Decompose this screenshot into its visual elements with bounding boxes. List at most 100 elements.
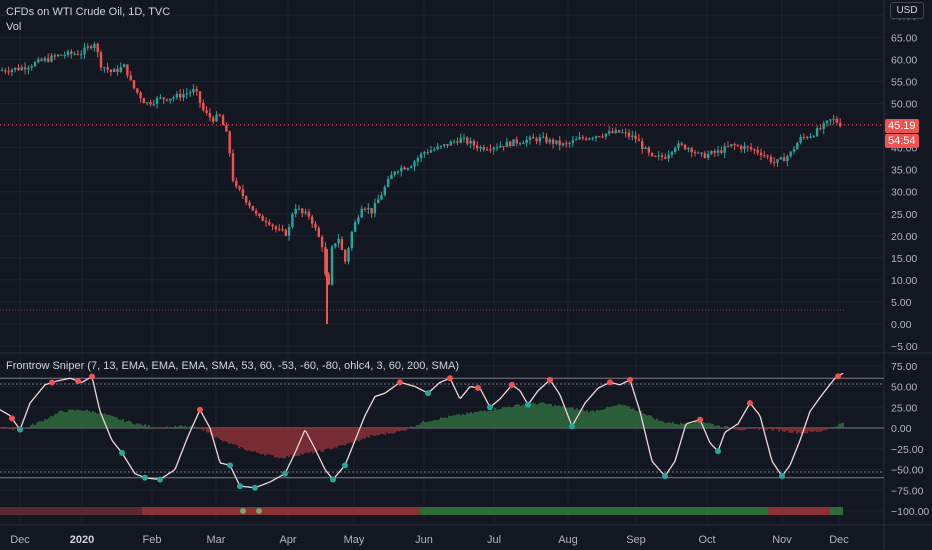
osc-trough-marker — [119, 449, 125, 456]
osc-histogram-bar — [840, 423, 842, 428]
osc-histogram-bar — [512, 406, 514, 428]
candle-body — [512, 139, 515, 147]
osc-histogram-bar — [548, 403, 550, 428]
osc-histogram-bar — [590, 410, 592, 428]
osc-histogram-bar — [78, 410, 80, 428]
candle-body — [307, 211, 311, 217]
candle-body — [558, 140, 561, 146]
osc-histogram-bar — [184, 425, 186, 428]
osc-histogram-bar — [142, 425, 144, 428]
osc-histogram-bar — [220, 428, 222, 440]
candle-body — [561, 143, 565, 146]
osc-histogram-bar — [320, 428, 322, 452]
candle-body — [7, 71, 10, 73]
osc-histogram-bar — [174, 425, 176, 428]
osc-histogram-bar — [698, 421, 700, 428]
osc-histogram-bar — [178, 425, 180, 428]
candle-body — [400, 167, 403, 172]
osc-histogram-bar — [260, 428, 262, 455]
osc-histogram-bar — [550, 404, 552, 428]
candle-body — [495, 147, 499, 149]
osc-histogram-bar — [784, 428, 786, 432]
candle-body — [83, 47, 86, 55]
osc-histogram-bar — [334, 428, 336, 448]
osc-histogram-bar — [16, 428, 18, 430]
osc-trough-marker — [237, 483, 243, 490]
osc-histogram-bar — [66, 411, 68, 428]
candle-body — [598, 136, 601, 138]
osc-tick-label: 25.00 — [891, 402, 917, 414]
osc-histogram-bar — [130, 421, 132, 428]
osc-histogram-bar — [644, 413, 646, 428]
candle-body — [159, 97, 162, 99]
osc-histogram-bar — [258, 428, 260, 454]
candle-body — [76, 53, 80, 55]
osc-histogram-bar — [278, 428, 280, 459]
osc-histogram-bar — [38, 421, 40, 428]
candle-body — [654, 156, 657, 158]
candle-body — [502, 145, 505, 147]
signal-strip-segment — [830, 507, 843, 515]
osc-tick-label: 75.00 — [891, 361, 917, 373]
osc-trough-marker — [252, 484, 258, 491]
candle-body — [179, 93, 182, 98]
signal-strip-segment — [205, 507, 420, 515]
candle-body — [578, 137, 581, 140]
osc-histogram-bar — [50, 415, 52, 428]
candle-body — [228, 131, 231, 154]
candle-body — [485, 149, 489, 151]
osc-histogram-bar — [812, 428, 814, 433]
osc-histogram-bar — [86, 409, 88, 428]
candle-body — [660, 155, 664, 158]
osc-histogram-bar — [582, 409, 584, 428]
price-pane[interactable] — [0, 41, 884, 324]
candle-body — [350, 231, 353, 249]
osc-histogram-bar — [228, 428, 230, 444]
osc-histogram-bar — [450, 416, 452, 428]
candle-body — [89, 46, 93, 49]
candle-body — [264, 220, 268, 223]
osc-histogram-bar — [190, 425, 192, 428]
osc-histogram-bar — [332, 428, 334, 449]
osc-histogram-bar — [492, 410, 494, 428]
osc-histogram-bar — [654, 419, 656, 428]
osc-histogram-bar — [248, 428, 250, 451]
candle-body — [53, 55, 56, 57]
candle-body — [542, 136, 545, 138]
candle-body — [815, 128, 819, 137]
candle-body — [489, 149, 492, 151]
osc-histogram-bar — [688, 423, 690, 428]
osc-histogram-bar — [482, 411, 484, 428]
osc-histogram-bar — [22, 428, 24, 429]
osc-histogram-bar — [522, 404, 524, 428]
candle-body — [667, 154, 670, 159]
osc-histogram-bar — [62, 411, 64, 428]
osc-histogram-bar — [344, 428, 346, 446]
candle-body — [360, 208, 363, 218]
candle-body — [175, 93, 179, 98]
osc-histogram-bar — [166, 426, 168, 428]
candle-body — [733, 144, 736, 146]
osc-histogram-bar — [140, 424, 142, 428]
candle-body — [162, 97, 165, 100]
currency-button[interactable]: USD — [890, 2, 924, 19]
candle-body — [690, 147, 693, 153]
osc-histogram-bar — [372, 428, 374, 436]
osc-histogram-bar — [180, 425, 182, 428]
osc-histogram-bar — [546, 404, 548, 428]
candle-body — [641, 141, 644, 149]
time-tick-label: 2020 — [70, 534, 94, 546]
oscillator-pane[interactable] — [0, 372, 884, 515]
candle-body — [594, 136, 598, 139]
candle-body — [532, 137, 535, 139]
candle-body — [492, 147, 495, 150]
osc-trough-marker — [715, 448, 721, 455]
volume-label: Vol — [6, 21, 22, 33]
osc-histogram-bar — [824, 428, 826, 431]
candle-body — [637, 139, 641, 142]
osc-histogram-bar — [594, 411, 596, 428]
osc-histogram-bar — [774, 428, 776, 429]
osc-histogram-bar — [570, 407, 572, 428]
osc-histogram-bar — [456, 414, 458, 428]
